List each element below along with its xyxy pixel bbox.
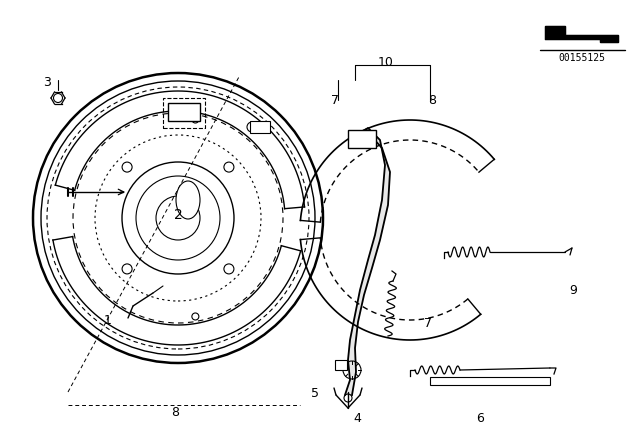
Bar: [168, 103, 200, 121]
Text: 00155125: 00155125: [559, 53, 605, 63]
Ellipse shape: [176, 181, 200, 219]
Bar: [163, 98, 205, 128]
Text: 7: 7: [424, 316, 432, 329]
Bar: [348, 130, 376, 148]
Bar: [430, 377, 550, 385]
Text: 1: 1: [104, 314, 112, 327]
Bar: [250, 121, 270, 133]
Text: 3: 3: [43, 76, 51, 89]
Text: 9: 9: [569, 284, 577, 297]
Text: 4: 4: [353, 412, 361, 425]
Text: 8: 8: [428, 94, 436, 107]
Text: 6: 6: [476, 412, 484, 425]
Text: 5: 5: [311, 387, 319, 400]
Text: 10: 10: [378, 56, 394, 69]
Text: 2: 2: [173, 208, 182, 222]
Bar: [335, 360, 347, 370]
Polygon shape: [545, 26, 618, 42]
Text: 7: 7: [331, 94, 339, 107]
Text: 8: 8: [171, 405, 179, 418]
Polygon shape: [345, 128, 390, 395]
